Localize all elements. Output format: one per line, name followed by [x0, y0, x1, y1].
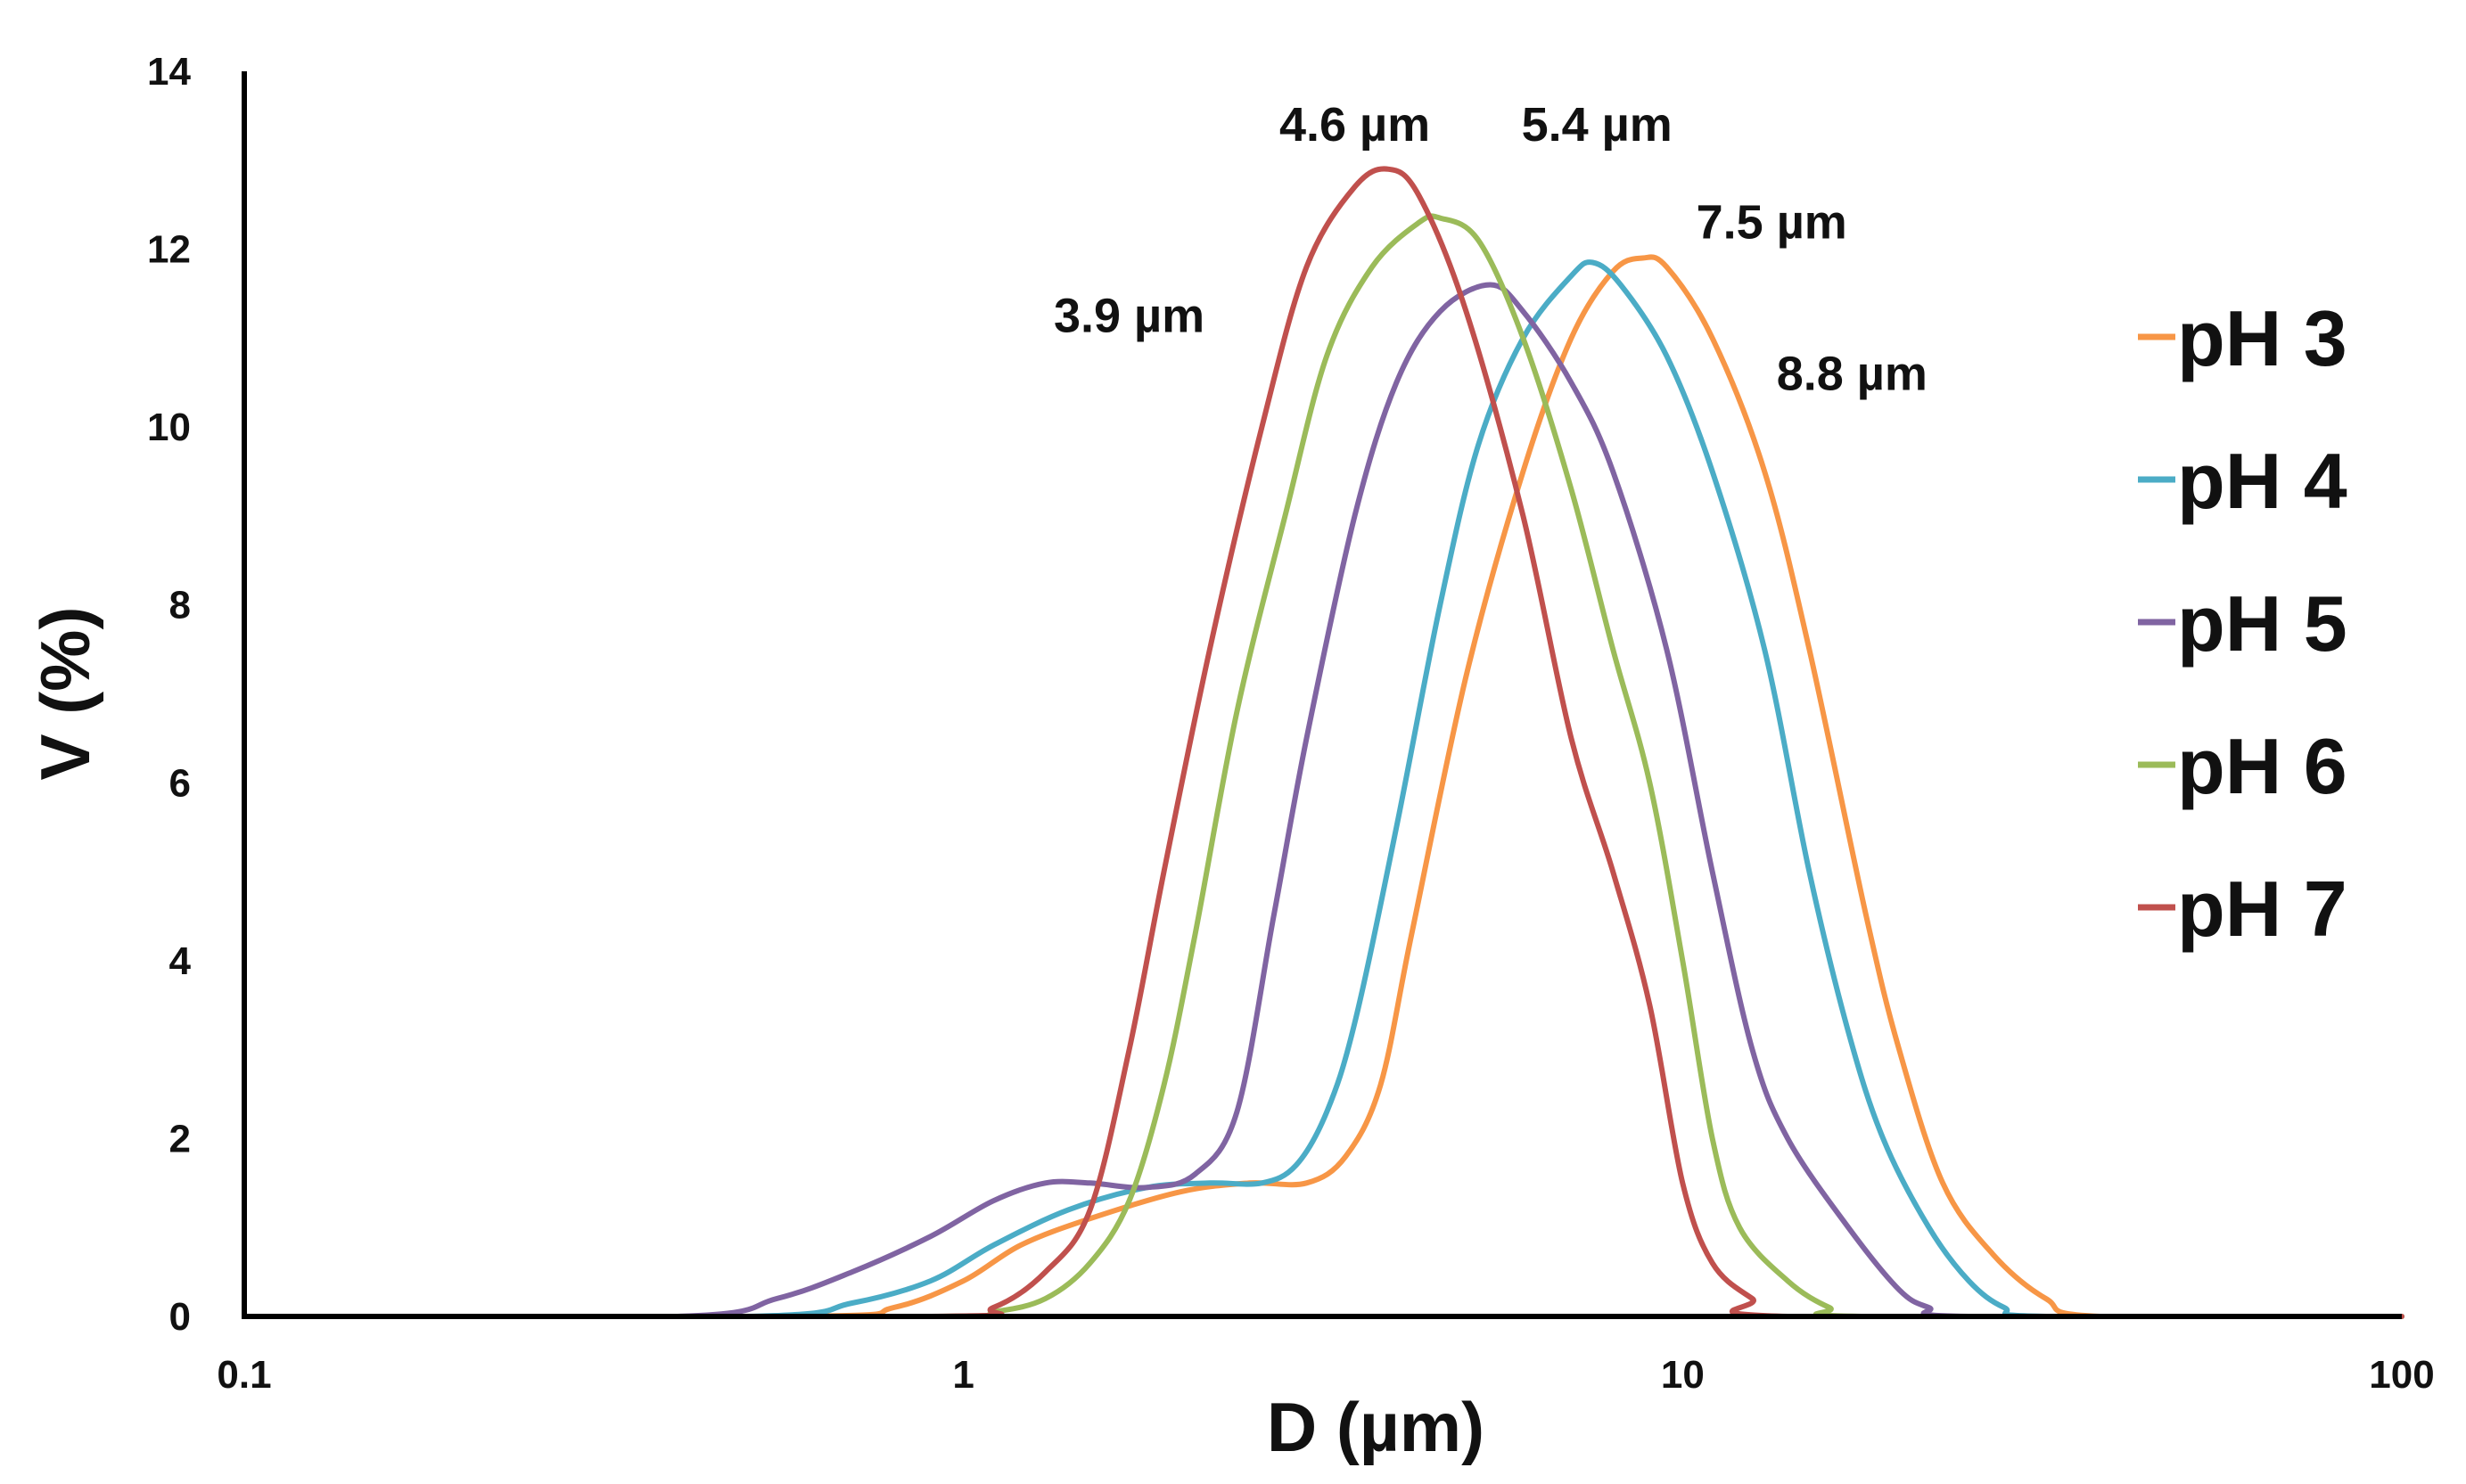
axes [242, 71, 2402, 1319]
series-line-ph-3 [242, 254, 2404, 1320]
x-tick-label: 10 [1661, 1353, 1705, 1397]
y-tick-label: 10 [147, 406, 191, 449]
peak-annotation: 3.9 µm [1054, 289, 1204, 342]
peak-annotation: 7.5 µm [1697, 196, 1847, 250]
series-lines [242, 166, 2404, 1320]
legend-label: pH 3 [2177, 294, 2347, 382]
legend: pH 3 pH 4 pH 5 pH 6 pH 7 [2138, 294, 2347, 953]
legend-label: pH 7 [2177, 865, 2347, 953]
peak-annotation: 5.4 µm [1522, 98, 1673, 152]
series-line-ph-4 [242, 259, 2404, 1320]
y-tick-label: 2 [169, 1117, 191, 1160]
legend-label: pH 6 [2177, 722, 2347, 810]
y-tick-label: 0 [169, 1295, 191, 1339]
x-tick-label: 100 [2369, 1353, 2434, 1397]
legend-label: pH 5 [2177, 579, 2347, 668]
series-line-ph-7 [242, 166, 2404, 1320]
x-tick-labels: 0.1 1 10 100 [217, 1353, 2434, 1397]
peak-annotation: 4.6 µm [1279, 98, 1430, 152]
legend-label: pH 4 [2177, 437, 2347, 525]
x-axis-title: D (µm) [1267, 1388, 1484, 1466]
y-tick-label: 14 [147, 50, 191, 94]
y-tick-label: 4 [169, 939, 192, 983]
series-line-ph-6 [242, 213, 2404, 1320]
y-tick-labels: 0 2 4 6 8 10 12 14 [147, 50, 191, 1339]
x-tick-label: 1 [952, 1353, 974, 1397]
y-axis-title: V (%) [26, 607, 104, 781]
y-tick-label: 8 [169, 584, 191, 627]
y-tick-label: 6 [169, 761, 191, 805]
y-tick-label: 12 [147, 228, 191, 272]
series-line-ph-5 [242, 282, 2404, 1320]
x-tick-label: 0.1 [217, 1353, 271, 1397]
peak-annotation: 8.8 µm [1777, 347, 1928, 400]
peak-annotations: 4.6 µm 5.4 µm 7.5 µm 3.9 µm 8.8 µm [1054, 98, 1928, 400]
